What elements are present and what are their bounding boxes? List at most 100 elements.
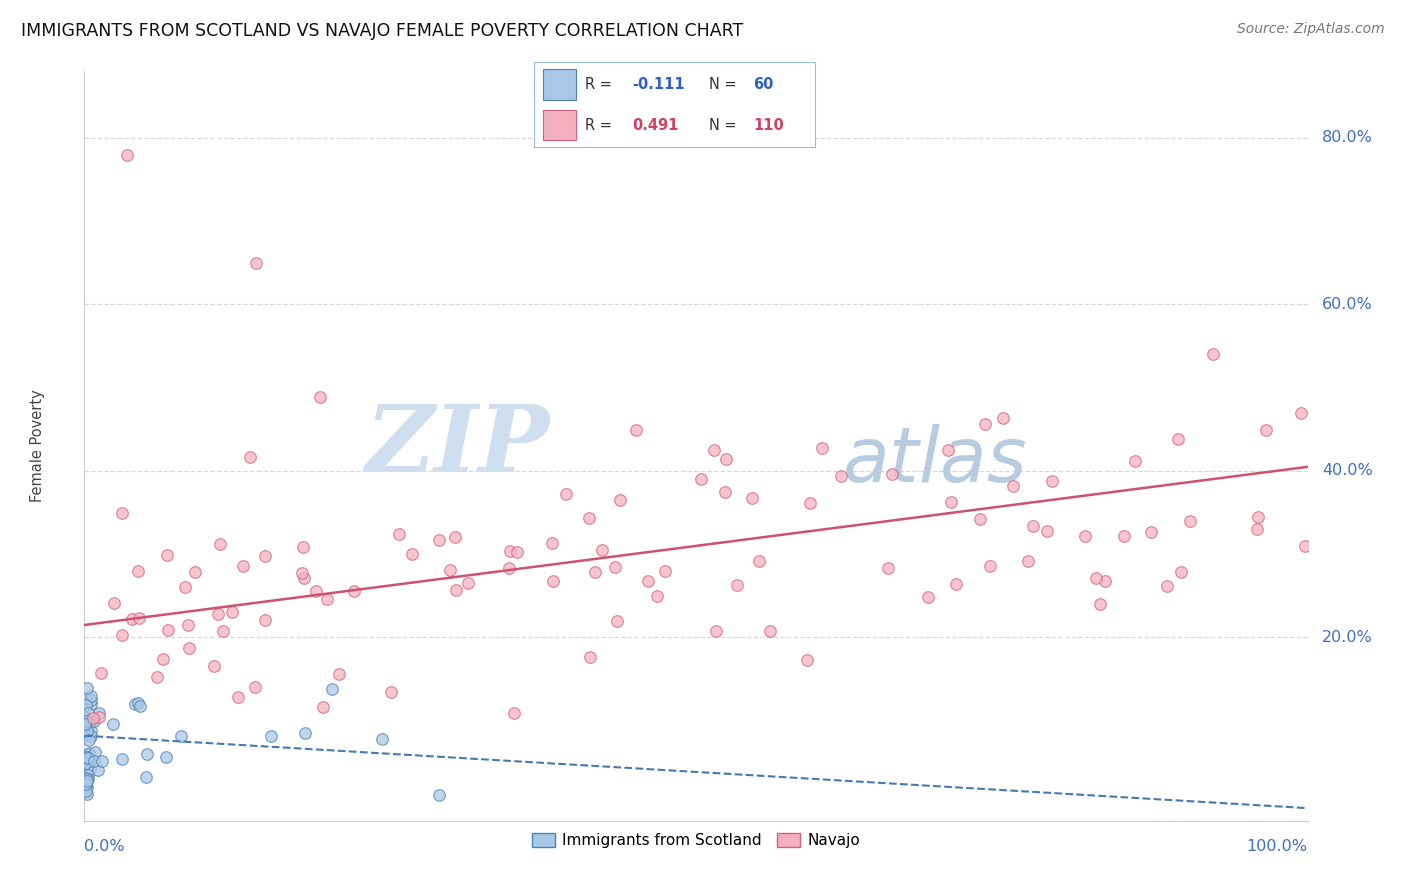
Point [75, 725, 97, 739]
Point [103, 596, 125, 610]
Point [1178, 514, 1201, 528]
Point [183, 565, 205, 579]
Point [155, 750, 177, 764]
Text: R =: R = [585, 118, 616, 133]
Point [76, 750, 98, 764]
Point [80, 724, 103, 739]
Point [129, 698, 152, 713]
Point [541, 574, 564, 588]
Point [111, 752, 134, 766]
Point [796, 653, 818, 667]
Point [748, 554, 770, 568]
Point [211, 624, 233, 639]
Point [90, 755, 112, 769]
Point [87, 710, 110, 724]
Point [77, 714, 100, 728]
Point [124, 697, 146, 711]
Point [380, 685, 402, 699]
Point [79, 754, 101, 768]
Point [291, 541, 314, 555]
Point [173, 580, 195, 594]
Text: Female Poverty: Female Poverty [30, 390, 45, 502]
Point [76, 750, 98, 764]
Point [1002, 479, 1025, 493]
Point [328, 667, 350, 681]
Point [76, 787, 98, 801]
Point [725, 578, 748, 592]
Point [1040, 474, 1063, 488]
Point [1017, 554, 1039, 568]
Point [704, 624, 727, 639]
Point [703, 442, 725, 457]
Point [145, 670, 167, 684]
Point [1167, 432, 1189, 446]
Point [371, 732, 394, 747]
Point [82, 711, 104, 725]
Bar [543, 70, 576, 100]
Point [1246, 522, 1268, 536]
Point [291, 566, 314, 580]
Point [321, 681, 343, 696]
Point [156, 548, 179, 562]
Point [115, 147, 138, 161]
Legend: Immigrants from Scotland, Navajo: Immigrants from Scotland, Navajo [526, 827, 866, 855]
Point [90, 666, 112, 681]
Point [75, 778, 97, 792]
Point [77, 733, 100, 747]
Point [135, 770, 157, 784]
Point [591, 542, 613, 557]
Point [77, 747, 100, 761]
Point [202, 658, 225, 673]
Point [444, 531, 467, 545]
Text: 110: 110 [754, 118, 785, 133]
Point [506, 545, 529, 559]
Point [759, 624, 782, 638]
Point [152, 652, 174, 666]
Point [245, 256, 267, 270]
Text: -0.111: -0.111 [633, 77, 685, 92]
Point [1202, 347, 1225, 361]
Point [654, 564, 676, 578]
Text: 80.0%: 80.0% [1322, 130, 1374, 145]
Point [941, 495, 963, 509]
Point [502, 706, 524, 720]
Point [876, 561, 898, 575]
Point [239, 450, 262, 464]
Point [76, 706, 98, 720]
Point [207, 607, 229, 621]
Point [111, 627, 134, 641]
Point [1170, 565, 1192, 579]
Point [1084, 570, 1107, 584]
Point [209, 537, 232, 551]
Point [127, 564, 149, 578]
Point [77, 746, 100, 760]
Point [294, 726, 316, 740]
Point [80, 693, 103, 707]
Point [75, 772, 97, 786]
Point [446, 582, 468, 597]
Point [232, 558, 254, 573]
Point [292, 571, 315, 585]
Point [76, 727, 98, 741]
Point [427, 533, 450, 547]
Point [499, 543, 522, 558]
Point [87, 763, 110, 777]
Point [170, 729, 193, 743]
Point [991, 411, 1014, 425]
Point [128, 610, 150, 624]
Point [624, 423, 647, 437]
Point [427, 789, 450, 803]
Point [1022, 519, 1045, 533]
Point [388, 527, 411, 541]
Point [606, 614, 628, 628]
Text: R =: R = [585, 77, 616, 92]
Point [1036, 524, 1059, 539]
Point [260, 729, 283, 743]
Point [79, 698, 101, 712]
Text: 60.0%: 60.0% [1322, 297, 1374, 312]
Point [253, 613, 276, 627]
Point [87, 706, 110, 720]
Point [309, 391, 332, 405]
Point [157, 624, 180, 638]
Point [127, 696, 149, 710]
